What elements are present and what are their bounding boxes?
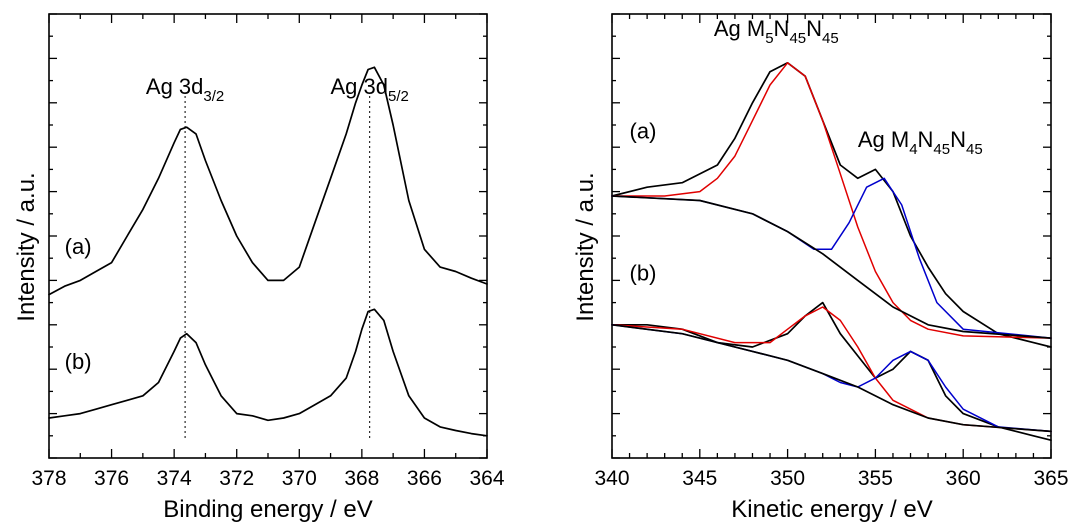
series-label: (a) [630, 118, 657, 143]
transition-label-main: N [774, 16, 790, 41]
series-line [48, 308, 488, 437]
series-label: (b) [630, 260, 657, 285]
x-tick-label: 368 [344, 467, 379, 490]
plot-area: 378 376 374 372 370 368 366 364(a)(b)Ag 3d3/2 Ag… [31, 13, 505, 490]
transition-label-main: Ag M [858, 127, 909, 152]
x-tick-label: 365 [1033, 467, 1068, 490]
transition-label-subscript: 45 [966, 141, 983, 158]
plot-frame [48, 13, 488, 459]
transition-label-main: N [918, 127, 934, 152]
x-tick-label: 374 [157, 467, 192, 490]
x-tick-label: 376 [94, 467, 129, 490]
series-line [611, 323, 1052, 433]
x-tick-label: 370 [282, 467, 317, 490]
transition-label-main: N [950, 127, 966, 152]
x-tick-label: 372 [219, 467, 254, 490]
x-tick-label: 345 [682, 467, 717, 490]
transition-label-subscript: 4 [909, 141, 917, 158]
y-axis-label: Intensity / a.u. [572, 172, 599, 321]
peak-label: Ag 3d5/2 [330, 74, 408, 105]
xps-panel: 378 376 374 372 370 368 366 364(a)(b)Ag 3d3/2 Ag… [13, 13, 505, 523]
transition-label-subscript: 45 [933, 141, 950, 158]
peak-label-subscript: 5/2 [388, 88, 409, 105]
x-axis-label: Kinetic energy / eV [731, 496, 932, 523]
series-line [611, 324, 1052, 433]
series-line [611, 62, 1052, 339]
transition-label-main: N [806, 16, 822, 41]
plot-frame [611, 13, 1052, 459]
series-line [611, 61, 1052, 348]
x-tick-label: 350 [770, 467, 805, 490]
transition-label: Ag M4N45N45 [858, 127, 983, 158]
series-line [611, 195, 1052, 339]
x-tick-label: 364 [469, 467, 504, 490]
series-label: (a) [65, 234, 92, 259]
x-tick-label: 355 [858, 467, 893, 490]
transition-label-main: Ag M [714, 16, 765, 41]
transition-label-subscript: 5 [765, 30, 773, 47]
peak-label-main: Ag 3d [330, 74, 388, 99]
x-tick-label: 340 [594, 467, 629, 490]
peak-label-subscript: 3/2 [203, 88, 224, 105]
transition-label: Ag M5N45N45 [714, 16, 839, 47]
x-tick-label: 378 [31, 467, 66, 490]
peak-label: Ag 3d3/2 [146, 74, 224, 105]
x-tick-label: 360 [946, 467, 981, 490]
transition-label-subscript: 45 [789, 30, 806, 47]
transition-label-subscript: 45 [822, 30, 839, 47]
y-axis-label: Intensity / a.u. [13, 172, 40, 321]
x-tick-label: 366 [407, 467, 442, 490]
series-line [48, 66, 488, 296]
peak-label-main: Ag 3d [146, 74, 204, 99]
x-axis-label: Binding energy / eV [163, 496, 372, 523]
series-label: (b) [65, 349, 92, 374]
